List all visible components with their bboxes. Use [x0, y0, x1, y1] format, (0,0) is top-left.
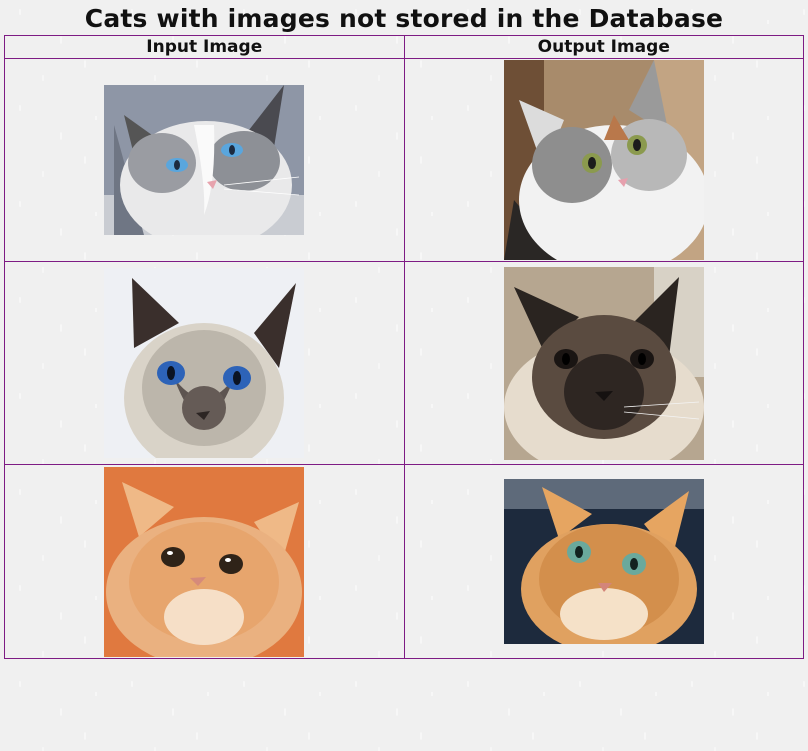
input-image-cell	[4, 261, 405, 465]
input-image-cell	[4, 464, 405, 659]
ginger-cat-green-eyes-image	[503, 479, 704, 644]
input-image-cell	[4, 58, 405, 262]
siamese-cat-image	[104, 268, 305, 458]
output-image-cell	[403, 261, 804, 465]
output-cat-image-2	[503, 266, 704, 460]
header-input-image: Input Image	[4, 35, 405, 59]
table-row	[4, 261, 804, 465]
page-title: Cats with images not stored in the Datab…	[84, 4, 724, 33]
siamese-fluffy-cat-image	[503, 266, 704, 460]
ragdoll-cat-image	[104, 85, 305, 235]
table-row	[4, 464, 804, 659]
output-image-cell	[403, 58, 804, 262]
input-cat-image-3	[104, 466, 305, 657]
calico-cat-image	[503, 60, 704, 260]
output-cat-image-1	[503, 60, 704, 260]
table-row	[4, 58, 804, 262]
input-cat-image-2	[104, 268, 305, 458]
header-output-image: Output Image	[403, 35, 804, 59]
input-cat-image-1	[104, 85, 305, 235]
output-cat-image-3	[503, 479, 704, 644]
table-header-row: Input Image Output Image	[4, 35, 804, 59]
ginger-cat-image	[104, 466, 305, 657]
output-image-cell	[403, 464, 804, 659]
cats-table: Input Image Output Image	[4, 35, 804, 659]
page-container: Cats with images not stored in the Datab…	[4, 3, 804, 659]
